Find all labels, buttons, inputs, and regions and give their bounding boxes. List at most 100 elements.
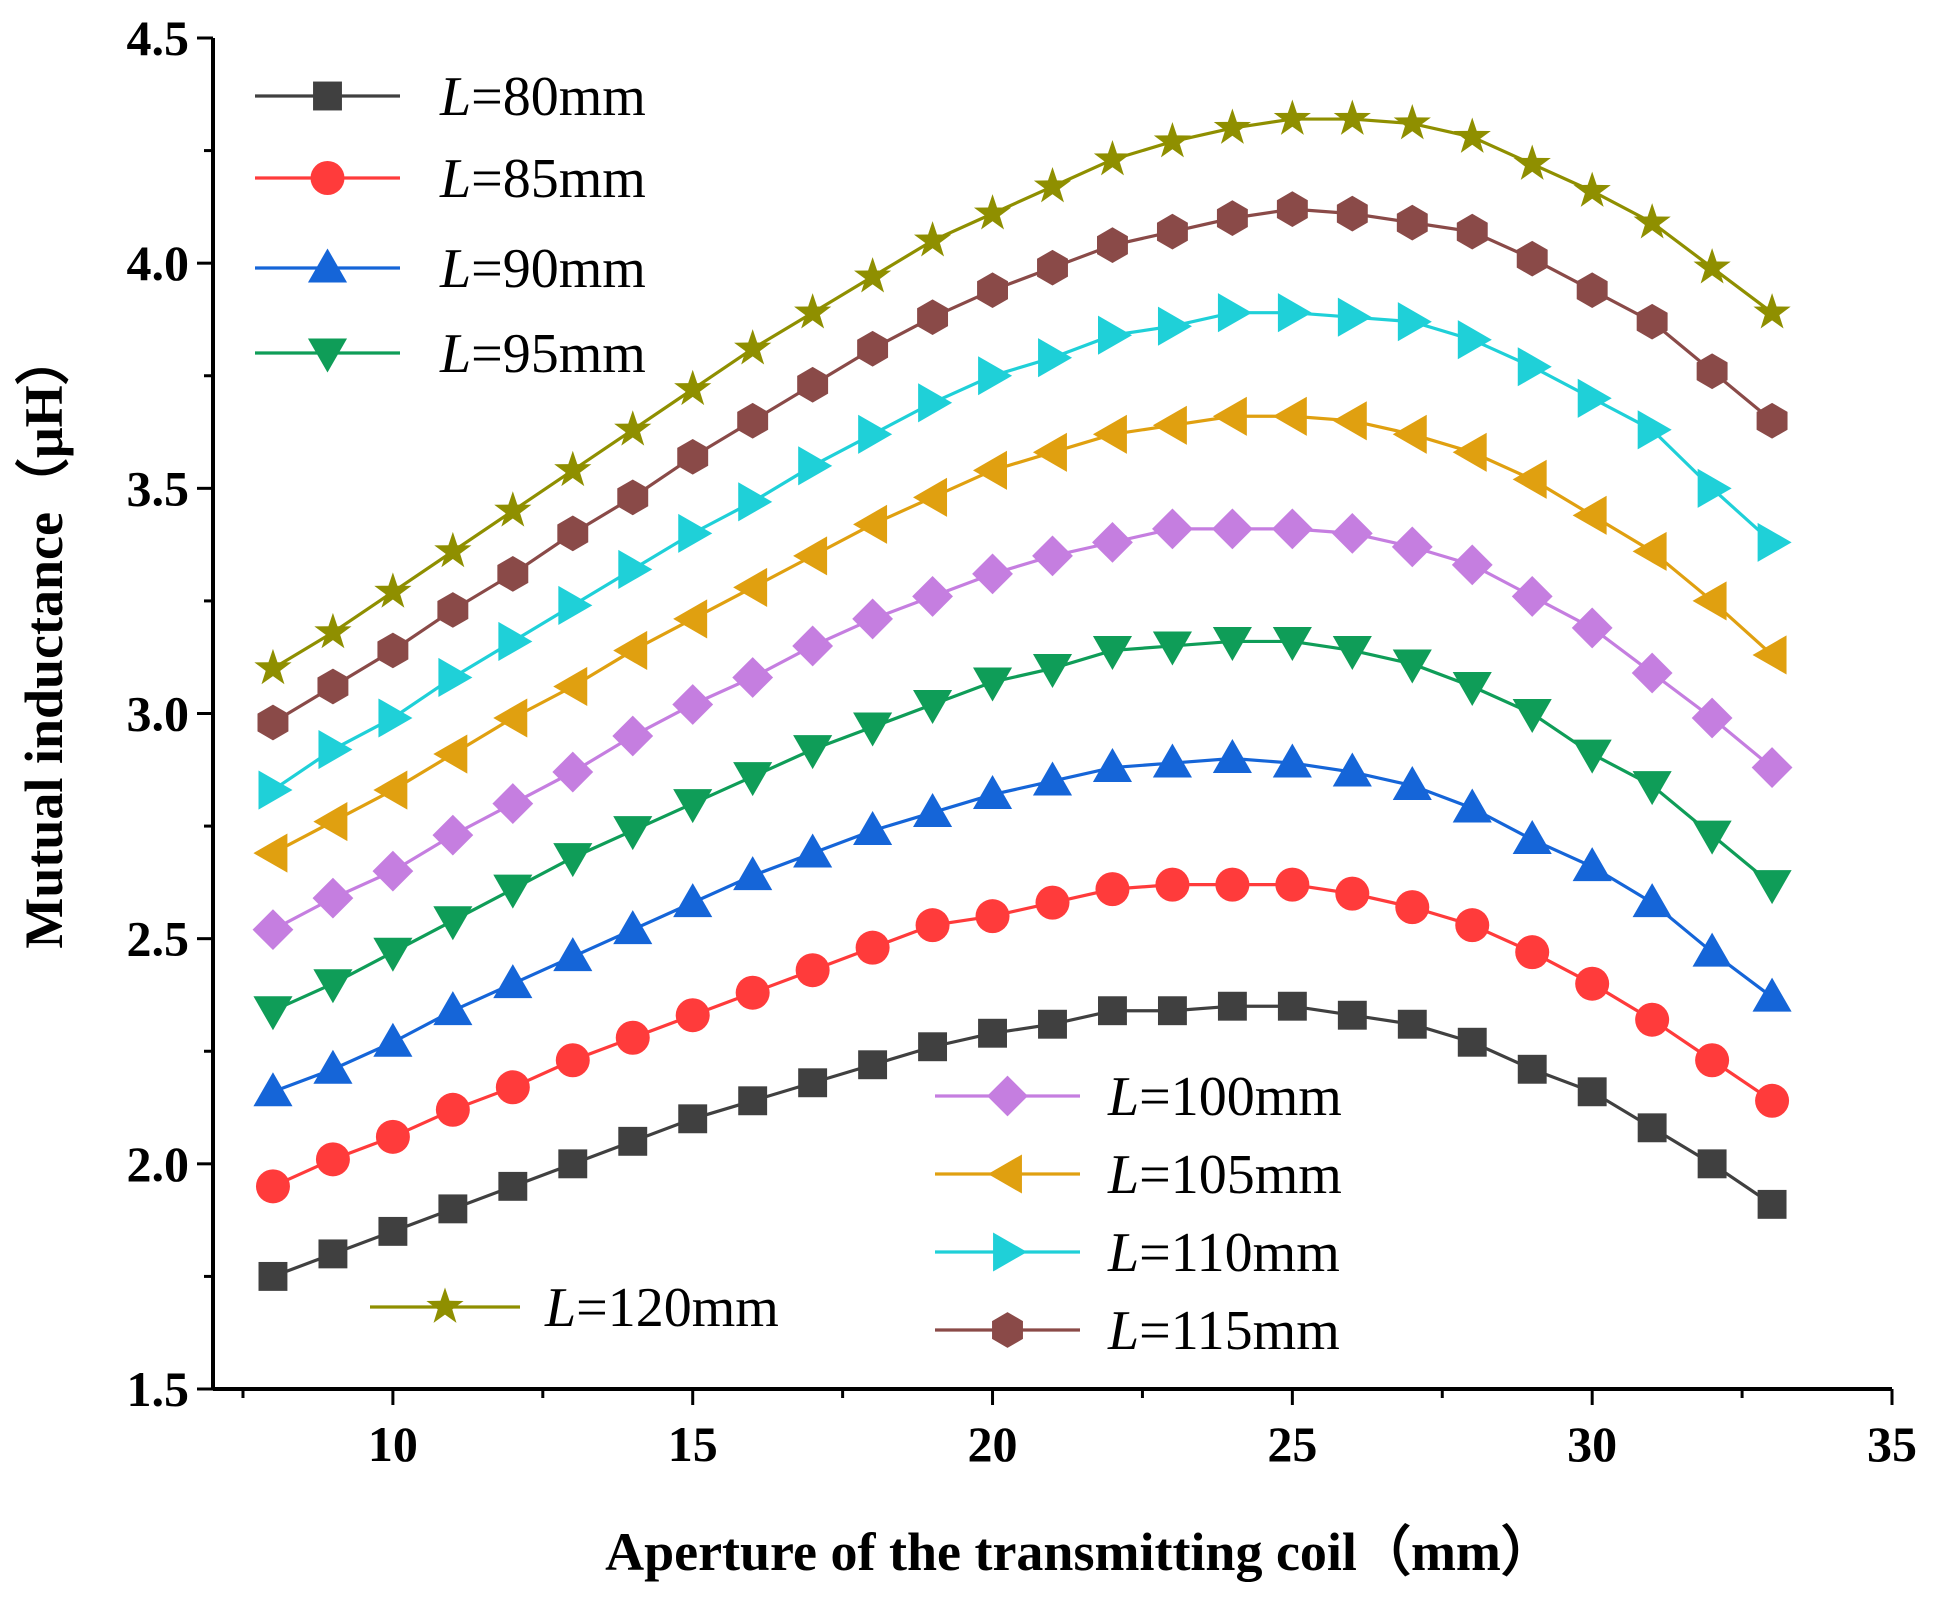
data-point [313,1049,353,1084]
series-110mm [258,293,1792,810]
data-point [372,850,414,892]
data-point [253,996,293,1031]
data-point [252,909,294,951]
data-point [1692,581,1727,621]
legend-marker [987,1075,1028,1117]
data-point [1693,248,1731,284]
data-point [854,257,892,293]
data-point [1695,1043,1730,1078]
legend-marker [310,161,345,195]
data-point [1092,636,1133,671]
data-point [1095,872,1130,907]
data-point [734,329,772,365]
legend-entry: L=105mm [935,1144,1342,1206]
data-point [1153,122,1192,158]
legend-marker [313,81,342,111]
series-100mm [252,508,1793,951]
data-point [1751,747,1793,788]
data-point [1217,293,1252,333]
series-85mm [255,867,1790,1204]
data-point [972,667,1013,702]
data-point [1332,401,1367,441]
data-point [1571,607,1613,649]
data-point [433,991,473,1026]
series-line [272,1004,1773,1278]
data-point [437,592,469,628]
data-point [1577,1077,1607,1107]
data-point [618,549,653,589]
data-point [915,908,950,943]
data-point [1636,303,1668,340]
data-point [913,221,952,257]
data-point [1215,867,1250,902]
data-point [618,1126,648,1156]
data-point [1277,293,1312,333]
data-point [494,491,532,527]
data-point [1572,739,1612,774]
data-point [1691,697,1733,739]
data-point [793,536,828,576]
data-point [613,816,653,851]
data-point [972,553,1013,595]
legend-entry: L=80mm [255,66,646,128]
data-point [254,648,292,685]
data-point [673,789,713,824]
data-point [554,450,592,487]
data-point [672,684,714,725]
data-point [1032,535,1073,577]
data-point [1033,167,1072,203]
data-point [1336,195,1368,232]
data-point [1272,626,1312,661]
data-point [612,715,654,757]
data-point [1752,870,1792,905]
data-point [433,906,473,941]
data-point [1572,495,1607,535]
data-point [1517,1054,1547,1084]
plot-series [252,99,1793,1291]
data-point [1757,522,1792,562]
data-point [1392,414,1427,454]
data-point [1038,338,1073,378]
data-point [978,356,1013,396]
data-point [1757,1189,1787,1219]
data-point [1212,738,1252,773]
data-point [553,666,588,707]
data-point [438,1194,468,1224]
series-line [272,527,1774,932]
x-tick-label: 15 [668,1416,718,1472]
legend: L=80mm L=85mm L=90mm L=95mm L=100mm L=105mm L=… [255,66,1342,1362]
data-point [1273,99,1311,135]
y-tick-label: 4.0 [127,235,190,291]
series-line [272,883,1773,1188]
x-tick-label: 20 [968,1416,1018,1472]
data-point [1337,297,1372,337]
data-point [1157,996,1187,1026]
data-point [1032,761,1073,796]
data-point [318,729,353,770]
data-point [258,770,293,810]
legend-label: L=115mm [1107,1300,1340,1362]
legend-label: L=100mm [1107,1066,1342,1128]
legend-entry: L=90mm [255,238,646,300]
data-point [1391,526,1433,568]
data-point [673,599,708,639]
data-point [1452,432,1487,472]
data-point [794,293,832,329]
data-point [553,843,593,878]
data-point [1155,867,1190,902]
data-point [315,1142,350,1177]
data-point [852,598,894,640]
data-point [798,446,833,486]
data-point [1277,991,1307,1021]
data-point [313,969,353,1004]
data-point [1038,1009,1067,1039]
data-point [498,621,533,661]
data-point [1333,99,1371,135]
legend-label: L=105mm [1107,1144,1342,1206]
data-point [1272,396,1307,436]
data-point [673,883,713,918]
legend-label: L=110mm [1107,1222,1340,1284]
data-point [557,515,589,552]
data-point [1337,1000,1367,1030]
data-point [973,194,1012,230]
